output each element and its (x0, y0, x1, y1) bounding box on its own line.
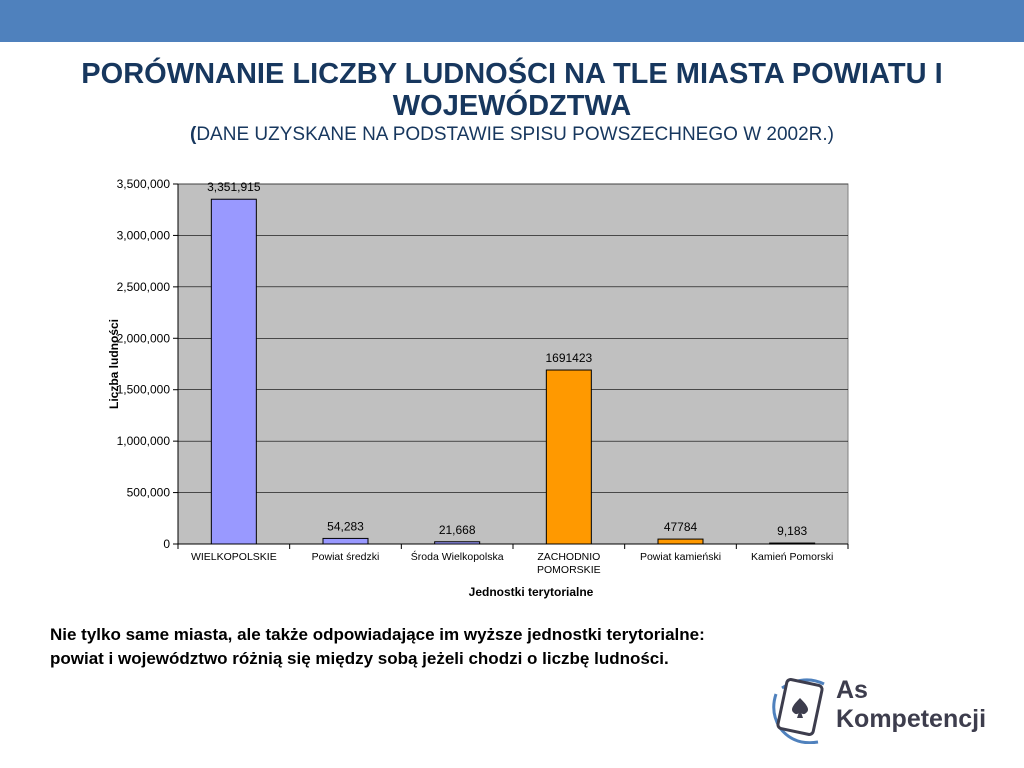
bar (322, 537, 369, 545)
x-tick-label: Powiat średzki (312, 551, 380, 563)
y-tick-label: 500,000 (127, 486, 171, 500)
y-axis-title: Liczba ludności (107, 319, 121, 409)
y-tick-label: 3,500,000 (117, 177, 171, 191)
spade-card-icon (772, 678, 825, 744)
data-label: 3,351,915 (207, 180, 261, 194)
x-tick-label: ZACHODNIO (537, 551, 600, 563)
data-label: 9,183 (777, 524, 807, 538)
population-bar-chart: 0 500,000 1,000,000 1,500,000 2,000,000 2,500… (107, 177, 849, 599)
bar (210, 198, 257, 545)
y-tick-label: 2,500,000 (117, 280, 171, 294)
top-band (0, 0, 1024, 42)
data-label: 21,668 (439, 523, 476, 537)
logo-line2: Kompetencji (836, 705, 987, 733)
x-tick-label: Środa Wielkopolska (411, 550, 504, 563)
data-label: 47784 (664, 520, 698, 534)
subtitle-text: dane uzyskane na podstawie spisu powszec… (196, 124, 834, 145)
plot-area (177, 183, 849, 545)
caption-text: Nie tylko same miasta, ale także odpowia… (50, 625, 705, 668)
y-tick-label: 3,000,000 (117, 228, 171, 242)
title-subtitle: (dane uzyskane na podstawie spisu powsze… (40, 122, 984, 148)
bar (434, 541, 481, 545)
x-axis-title: Jednostki terytorialne (469, 585, 594, 599)
x-tick-label: POMORSKIE (537, 564, 601, 576)
slide-title: Porównanie liczby ludności na tle miasta… (40, 58, 984, 148)
logo-text: As Kompetencji (836, 676, 986, 734)
x-tick-label: WIELKOPOLSKIE (191, 551, 277, 563)
y-tick-label: 0 (163, 537, 170, 551)
bar (545, 369, 592, 545)
data-label: 54,283 (327, 519, 364, 533)
subtitle-open-paren: ( (190, 124, 197, 145)
bar (657, 538, 704, 545)
logo-line1: As (836, 676, 868, 704)
title-main: Porównanie liczby ludności na tle miasta… (81, 58, 943, 122)
bar (769, 542, 816, 545)
y-tick-label: 2,000,000 (117, 331, 171, 345)
y-tick-label: 1,500,000 (117, 383, 171, 397)
y-tick-label: 1,000,000 (117, 434, 171, 448)
data-label: 1691423 (545, 351, 592, 365)
x-tick-label: Kamień Pomorski (751, 551, 833, 563)
x-tick-label: Powiat kamieński (640, 551, 721, 563)
